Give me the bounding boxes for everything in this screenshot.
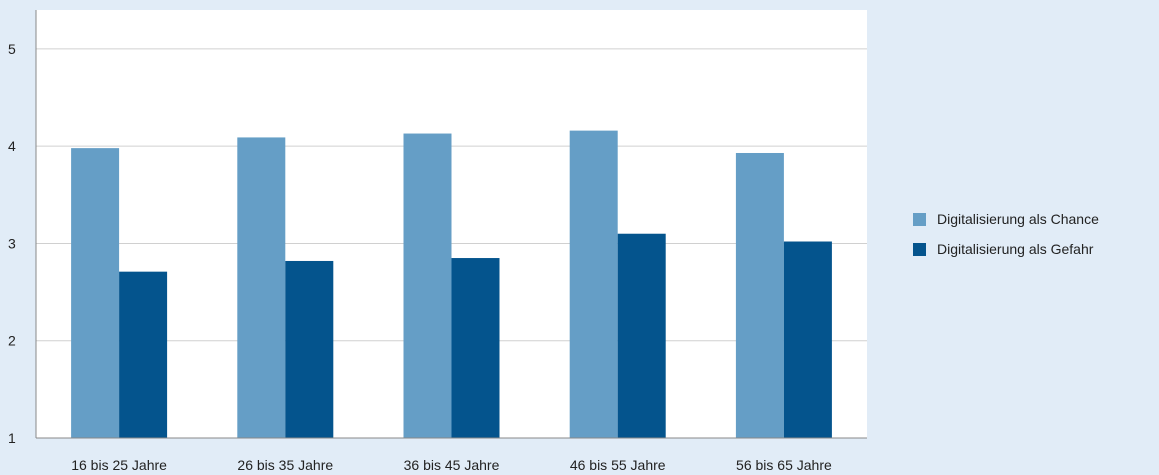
y-tick-label: 2 (8, 333, 16, 349)
bar-chance-1 (237, 137, 286, 438)
legend-swatch (913, 213, 926, 226)
bar-chance-3 (569, 130, 618, 439)
legend-label: Digitalisierung als Gefahr (937, 241, 1094, 257)
y-tick-labels: 1 2 3 4 5 (8, 41, 16, 446)
y-tick-label: 3 (8, 235, 16, 251)
bar-gefahr-1 (285, 260, 334, 438)
legend-label: Digitalisierung als Chance (937, 211, 1099, 227)
y-tick-label: 5 (8, 41, 16, 57)
x-tick-label: 26 bis 35 Jahre (237, 457, 333, 473)
bar-chance-2 (403, 133, 452, 438)
bars (71, 130, 832, 439)
y-tick-label: 1 (8, 430, 16, 446)
x-tick-label: 46 bis 55 Jahre (570, 457, 666, 473)
y-tick-label: 4 (8, 138, 16, 154)
bar-gefahr-2 (451, 258, 500, 438)
x-tick-label: 36 bis 45 Jahre (404, 457, 500, 473)
legend-swatch (913, 243, 926, 256)
bar-gefahr-3 (617, 233, 666, 438)
bar-chance-0 (71, 148, 120, 439)
x-tick-label: 16 bis 25 Jahre (71, 457, 167, 473)
bar-gefahr-4 (783, 241, 832, 438)
bar-chance-4 (735, 152, 784, 438)
x-tick-labels: 16 bis 25 Jahre 26 bis 35 Jahre 36 bis 45 … (71, 457, 832, 473)
bar-gefahr-0 (119, 271, 168, 438)
legend: Digitalisierung als Chance Digitalisierun… (913, 211, 1099, 257)
x-tick-label: 56 bis 65 Jahre (736, 457, 832, 473)
